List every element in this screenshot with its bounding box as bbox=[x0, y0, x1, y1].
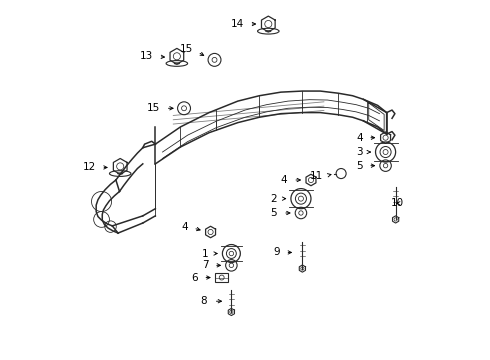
Text: 9: 9 bbox=[273, 247, 280, 257]
Text: 13: 13 bbox=[140, 51, 153, 61]
Text: 10: 10 bbox=[391, 198, 403, 208]
Text: 12: 12 bbox=[83, 162, 96, 172]
Text: 2: 2 bbox=[270, 194, 277, 204]
Text: 11: 11 bbox=[310, 171, 323, 181]
Text: 1: 1 bbox=[202, 248, 208, 258]
Text: 4: 4 bbox=[181, 222, 188, 231]
Text: 7: 7 bbox=[202, 260, 208, 270]
Text: 4: 4 bbox=[356, 133, 363, 143]
Text: 14: 14 bbox=[231, 19, 245, 29]
Text: 6: 6 bbox=[191, 273, 197, 283]
Text: 15: 15 bbox=[179, 44, 193, 54]
Text: 15: 15 bbox=[147, 103, 160, 113]
Text: 5: 5 bbox=[356, 161, 363, 171]
Text: 8: 8 bbox=[201, 296, 207, 306]
Text: 5: 5 bbox=[270, 208, 277, 218]
Text: 4: 4 bbox=[281, 175, 287, 185]
Text: 3: 3 bbox=[356, 147, 363, 157]
